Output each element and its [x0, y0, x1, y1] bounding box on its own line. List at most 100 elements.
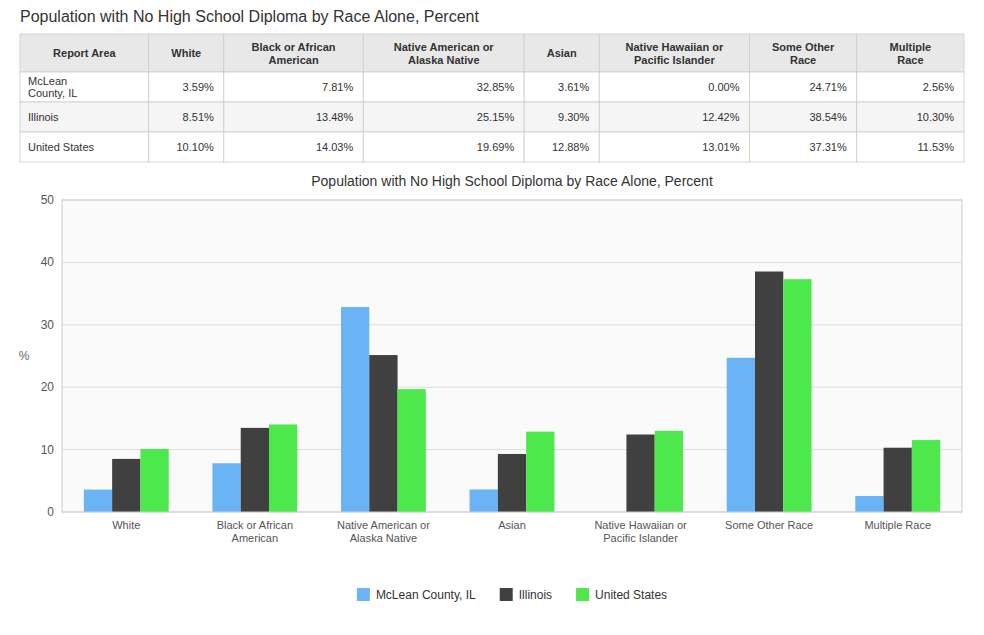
text-line: 3.61%	[558, 81, 589, 93]
text-line: United States	[595, 588, 667, 602]
x-axis: White Black or AfricanAmerican Native Amer…	[112, 519, 931, 544]
bar	[112, 459, 140, 512]
text-line: 25.15%	[477, 111, 515, 123]
text-line: Multiple Race	[864, 519, 931, 531]
text-line: Illinois	[519, 588, 552, 602]
text-line: Asian	[547, 47, 577, 59]
text-line: Native Hawaiian or	[594, 519, 687, 531]
table-cell	[149, 132, 224, 162]
bar	[241, 428, 269, 512]
legend-label: United States	[595, 588, 667, 602]
bar	[212, 463, 240, 512]
grid-line	[62, 449, 962, 450]
table-value: 10.10%	[177, 141, 215, 153]
table-cell	[524, 72, 599, 102]
table-header: Some OtherRace	[772, 41, 835, 66]
text-line: 10.30%	[917, 111, 955, 123]
table-cell	[363, 72, 524, 102]
legend-label: Illinois	[519, 588, 552, 602]
y-tick-label: 0	[47, 505, 54, 519]
table-cell	[524, 132, 599, 162]
text-line: American	[268, 54, 318, 66]
chart-title: Population with No High School Diploma b…	[311, 173, 713, 189]
text-line: 20	[41, 380, 55, 394]
x-tick-label: Some Other Race	[725, 519, 813, 531]
text-line: County, IL	[28, 87, 77, 99]
table-title: Population with No High School Diploma b…	[20, 8, 479, 25]
text-line: Illinois	[28, 111, 59, 123]
bar	[912, 440, 940, 512]
x-tick-label: Native Hawaiian orPacific Islander	[594, 519, 687, 544]
text-line: United States	[28, 141, 95, 153]
table-value: 14.03%	[316, 141, 354, 153]
grid-line	[62, 387, 962, 388]
table-cell	[224, 132, 363, 162]
figure: Population with No High School Diploma b…	[0, 0, 984, 635]
text-line: 24.71%	[809, 81, 847, 93]
y-tick-label: 10	[41, 443, 55, 457]
table-cell	[857, 132, 964, 162]
table-header: Asian	[547, 47, 577, 59]
table-value: 8.51%	[183, 111, 214, 123]
y-tick-label: 20	[41, 380, 55, 394]
table-cell	[20, 132, 149, 162]
bar	[398, 389, 426, 512]
text-line: Native American or	[394, 41, 495, 53]
y-tick-label: 40	[41, 255, 55, 269]
y-tick-label: 50	[41, 193, 55, 207]
text-line: Alaska Native	[350, 532, 417, 544]
table-header: Native American orAlaska Native	[394, 41, 495, 66]
background	[0, 0, 984, 635]
bar	[84, 490, 112, 512]
legend-label: McLean County, IL	[376, 588, 476, 602]
text-line: Multiple	[890, 41, 932, 53]
bar	[369, 355, 397, 512]
text-line: 38.54%	[809, 111, 847, 123]
x-tick-label: Multiple Race	[864, 519, 931, 531]
table-header: Black or AfricanAmerican	[252, 41, 336, 66]
table-value: 32.85%	[477, 81, 515, 93]
text-line: 10	[41, 443, 55, 457]
table-value: 25.15%	[477, 111, 515, 123]
legend-swatch	[576, 588, 589, 601]
bar	[626, 434, 654, 512]
table-cell	[363, 132, 524, 162]
text-line: Pacific Islander	[603, 532, 678, 544]
table-value: 7.81%	[322, 81, 353, 93]
table-header: White	[171, 47, 201, 59]
text-line: White	[171, 47, 201, 59]
legend-swatch	[357, 588, 370, 601]
text-line: 13.01%	[702, 141, 740, 153]
text-line: Native American or	[337, 519, 430, 531]
table: Report Area White Black or AfricanAmerican…	[20, 34, 964, 162]
bars	[84, 272, 940, 512]
text-line: Pacific Islander	[634, 54, 715, 66]
table-value: 9.30%	[558, 111, 589, 123]
table-header: Report Area	[53, 47, 116, 59]
text-line: White	[112, 519, 140, 531]
text-line: 13.48%	[316, 111, 354, 123]
text-line: 3.59%	[183, 81, 214, 93]
text-line: Alaska Native	[408, 54, 480, 66]
text-line: Black or African	[217, 519, 293, 531]
text-line: Some Other	[772, 41, 835, 53]
bar	[884, 448, 912, 512]
text-line: %	[19, 349, 30, 363]
y-tick-label: 30	[41, 318, 55, 332]
x-tick-label: Black or AfricanAmerican	[217, 519, 293, 544]
table-cell	[149, 72, 224, 102]
bar	[269, 424, 297, 512]
text-line: Asian	[498, 519, 526, 531]
bar	[655, 431, 683, 512]
table-value: 3.61%	[558, 81, 589, 93]
y-axis: 0 10 20 30 40 50	[41, 193, 962, 519]
bar	[783, 279, 811, 512]
bar	[498, 454, 526, 512]
text-line: Some Other Race	[725, 519, 813, 531]
text-line: Report Area	[53, 47, 116, 59]
text-line: 8.51%	[183, 111, 214, 123]
table-cell	[224, 72, 363, 102]
table-header-cell	[20, 34, 149, 72]
text-line: American	[232, 532, 278, 544]
text-line: 37.31%	[809, 141, 847, 153]
